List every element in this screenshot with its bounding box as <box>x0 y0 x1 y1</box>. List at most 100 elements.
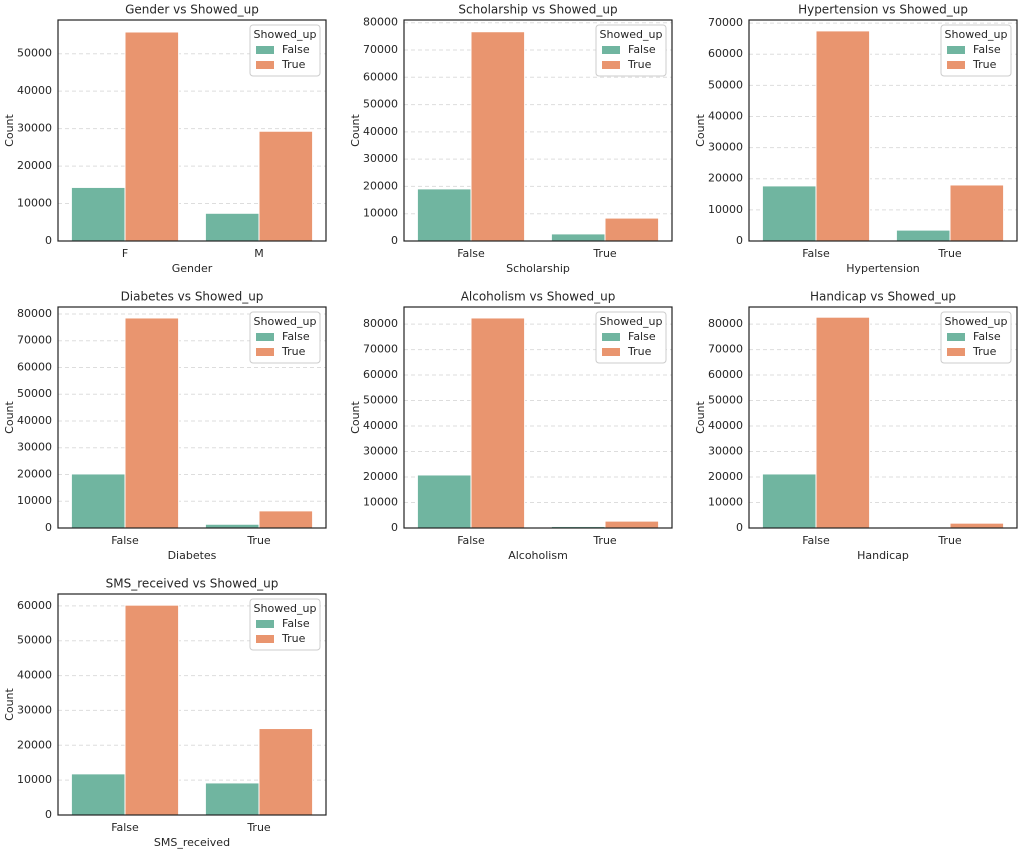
bar <box>470 31 526 242</box>
y-tick-label: 30000 <box>708 141 743 154</box>
y-tick-label: 20000 <box>17 467 52 480</box>
y-tick-label: 10000 <box>17 197 52 210</box>
subplot: Alcoholism vs Showed_up 0 10000 20000 30000 4… <box>349 290 673 562</box>
legend-swatch <box>256 635 274 643</box>
y-tick-label: 70000 <box>708 16 743 29</box>
legend-swatch <box>602 348 620 356</box>
bar <box>70 773 126 816</box>
y-tick-label: 40000 <box>363 419 398 432</box>
subplot: Diabetes vs Showed_up 0 10000 20000 30000 400… <box>3 290 327 562</box>
bar <box>604 520 660 529</box>
y-tick-label: 20000 <box>17 159 52 172</box>
y-tick-label: 50000 <box>708 394 743 407</box>
y-axis-label: Count <box>694 113 707 146</box>
y-tick-label: 0 <box>45 521 52 534</box>
chart-title: Hypertension vs Showed_up <box>798 3 968 17</box>
x-tick-label: M <box>254 247 264 260</box>
legend-label: False <box>973 330 1001 343</box>
y-tick-label: 10000 <box>708 203 743 216</box>
bar <box>204 782 260 816</box>
y-axis-label: Count <box>3 687 16 720</box>
chart-title: Gender vs Showed_up <box>125 3 259 17</box>
x-tick-label: False <box>111 534 139 547</box>
y-tick-label: 80000 <box>17 307 52 320</box>
legend-label: False <box>628 43 656 56</box>
y-tick-label: 30000 <box>17 441 52 454</box>
y-tick-label: 10000 <box>17 773 52 786</box>
y-tick-label: 50000 <box>17 634 52 647</box>
legend-label: True <box>281 345 306 358</box>
y-tick-label: 20000 <box>363 470 398 483</box>
legend-swatch <box>602 61 620 69</box>
y-tick-label: 30000 <box>17 703 52 716</box>
x-tick-label: True <box>246 821 271 834</box>
y-tick-label: 50000 <box>363 98 398 111</box>
chart-title: Diabetes vs Showed_up <box>121 290 264 304</box>
legend-label: True <box>281 58 306 71</box>
y-tick-label: 40000 <box>17 669 52 682</box>
x-axis-label: Diabetes <box>168 549 217 562</box>
x-tick-label: False <box>457 534 485 547</box>
x-tick-label: False <box>457 247 485 260</box>
x-tick-label: F <box>122 247 128 260</box>
y-tick-label: 0 <box>391 234 398 247</box>
y-tick-label: 0 <box>736 234 743 247</box>
bar <box>761 185 817 242</box>
axes-frame <box>748 19 1018 242</box>
bar <box>416 474 472 529</box>
bar <box>70 473 126 529</box>
y-axis-label: Count <box>3 113 16 146</box>
y-tick-label: 80000 <box>363 16 398 29</box>
y-axis-label: Count <box>349 400 362 433</box>
y-tick-label: 50000 <box>17 47 52 60</box>
x-tick-label: True <box>937 534 962 547</box>
subplot: Scholarship vs Showed_up 0 10000 20000 30000… <box>349 3 673 275</box>
subplot: Handicap vs Showed_up 0 10000 20000 30000 400… <box>694 290 1018 562</box>
chart-title: Alcoholism vs Showed_up <box>461 290 616 304</box>
y-tick-label: 30000 <box>708 445 743 458</box>
x-axis-label: Scholarship <box>506 262 570 275</box>
y-tick-label: 10000 <box>363 496 398 509</box>
y-axis-label: Count <box>3 400 16 433</box>
y-tick-label: 30000 <box>363 445 398 458</box>
bar <box>124 31 180 242</box>
bar <box>70 186 126 242</box>
legend-swatch <box>256 620 274 628</box>
x-tick-label: False <box>802 247 830 260</box>
legend-label: False <box>282 43 310 56</box>
x-axis-label: Handicap <box>857 549 909 562</box>
y-tick-label: 0 <box>45 808 52 821</box>
bar <box>895 229 951 242</box>
y-axis-label: Count <box>694 400 707 433</box>
legend-swatch <box>947 333 965 341</box>
y-tick-label: 40000 <box>708 419 743 432</box>
legend-swatch <box>947 348 965 356</box>
x-tick-label: True <box>937 247 962 260</box>
y-tick-label: 50000 <box>17 387 52 400</box>
axes-frame <box>748 306 1018 529</box>
bar <box>949 184 1005 242</box>
chart-title: SMS_received vs Showed_up <box>106 577 279 591</box>
legend-swatch <box>256 61 274 69</box>
bar <box>604 217 660 242</box>
y-tick-label: 60000 <box>708 47 743 60</box>
legend-label: False <box>282 617 310 630</box>
legend-swatch <box>947 46 965 54</box>
legend-label: True <box>627 345 652 358</box>
bar <box>124 317 180 529</box>
bar <box>815 30 871 242</box>
y-tick-label: 70000 <box>363 43 398 56</box>
bar <box>470 317 526 529</box>
y-tick-label: 80000 <box>363 317 398 330</box>
y-tick-label: 60000 <box>363 368 398 381</box>
x-axis-label: Hypertension <box>846 262 920 275</box>
y-tick-label: 60000 <box>17 599 52 612</box>
y-tick-label: 60000 <box>363 70 398 83</box>
x-axis-label: Gender <box>172 262 213 275</box>
x-tick-label: False <box>802 534 830 547</box>
axes-frame <box>57 593 327 816</box>
y-tick-label: 70000 <box>363 343 398 356</box>
subplot: Gender vs Showed_up 0 10000 20000 30000 40000… <box>3 3 327 275</box>
legend-swatch <box>602 333 620 341</box>
